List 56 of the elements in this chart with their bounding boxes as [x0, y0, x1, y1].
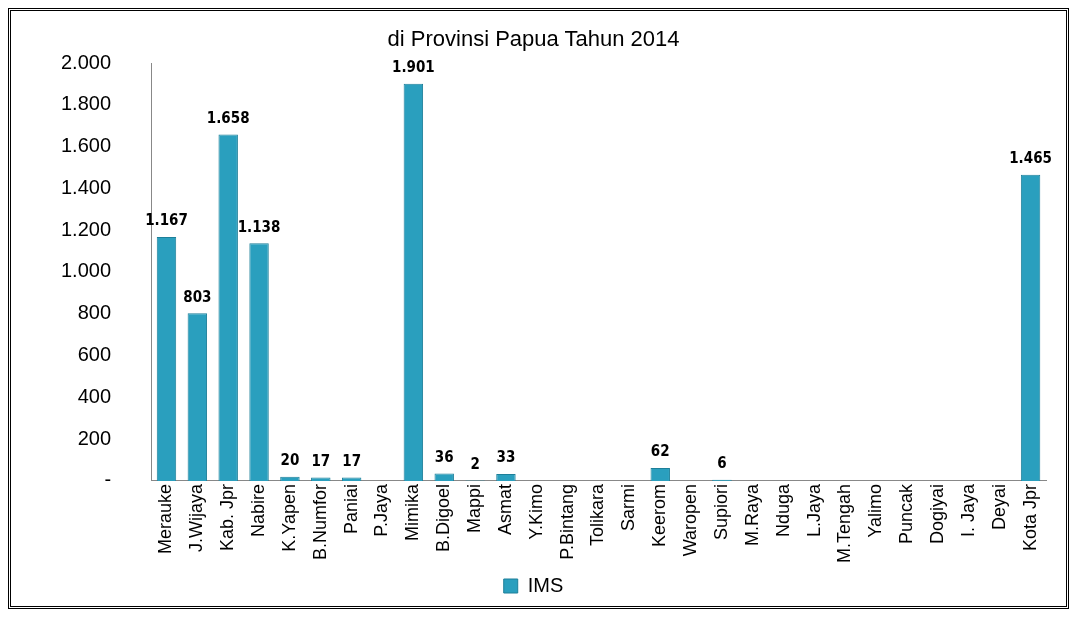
x-tick-label: Asmat: [494, 483, 515, 535]
y-tick-label: 800: [77, 301, 112, 324]
x-tick-label: Kota Jpr: [1019, 483, 1040, 551]
data-label: 803: [183, 287, 212, 306]
x-tick-label: Yalimo: [865, 483, 886, 538]
x-tick-label: Mimika: [402, 482, 423, 541]
data-label: 1.465: [1009, 149, 1052, 168]
x-tick-label: P.Jaya: [371, 482, 392, 537]
y-tick-label: 1.200: [60, 217, 112, 240]
data-label: 1.901: [392, 58, 435, 77]
x-tick-label: Merauke: [155, 483, 176, 554]
data-label: 2: [470, 454, 480, 473]
data-label: 33: [496, 448, 516, 467]
x-tick-label: Nabire: [248, 483, 269, 537]
x-tick-label: Deyai: [988, 483, 1009, 530]
data-label: 20: [280, 451, 300, 470]
x-tick-label: J.Wijaya: [186, 482, 207, 552]
x-tick-label: Mappi: [464, 483, 485, 533]
x-tick-label: Y.Kimo: [525, 483, 546, 540]
x-tick-label: M.Tengah: [834, 483, 855, 564]
y-tick-label: 1.400: [60, 175, 112, 198]
x-tick-label: Tolikara: [587, 482, 608, 546]
x-tick-label: Nduga: [772, 482, 793, 537]
data-label: 62: [650, 442, 670, 461]
data-label: 1.658: [206, 108, 250, 127]
x-tick-label: I. Jaya: [957, 482, 978, 537]
y-tick-label: 1.800: [60, 92, 112, 115]
chart-title: di Provinsi Papua Tahun 2014: [387, 25, 680, 51]
data-label: 6: [717, 454, 727, 473]
data-label: 17: [311, 451, 331, 470]
y-tick-label: -: [104, 468, 112, 491]
x-tick-label: B.Numfor: [309, 483, 330, 560]
legend-label: IMS: [527, 573, 564, 596]
y-tick-label: 1.600: [60, 134, 112, 157]
data-label: 17: [342, 451, 362, 470]
x-tick-label: Dogiyai: [926, 483, 947, 544]
data-label: 1.167: [145, 211, 188, 230]
y-tick-label: 2.000: [60, 50, 112, 73]
x-tick-label: Keerom: [649, 483, 670, 547]
y-tick-label: 600: [77, 343, 112, 366]
x-tick-label: Paniai: [340, 483, 361, 534]
x-tick-label: Waropen: [680, 483, 701, 557]
x-tick-label: Supiori: [710, 483, 731, 540]
x-tick-label: L.Jaya: [803, 482, 824, 537]
y-tick-label: 1.000: [60, 259, 112, 282]
x-tick-label: M.Raya: [741, 482, 762, 546]
x-tick-label: P.Bintang: [556, 483, 577, 560]
y-tick-label: 400: [77, 384, 112, 407]
x-tick-label: Puncak: [896, 482, 917, 544]
y-tick-label: 200: [77, 426, 112, 449]
data-label: 36: [434, 447, 454, 466]
data-label: 1.138: [237, 217, 281, 236]
x-tick-label: Kab. Jpr: [217, 483, 238, 551]
x-tick-label: Sarmi: [618, 483, 639, 531]
x-tick-label: K.Yapen: [278, 483, 299, 552]
x-tick-label: B.Digoel: [433, 483, 454, 552]
